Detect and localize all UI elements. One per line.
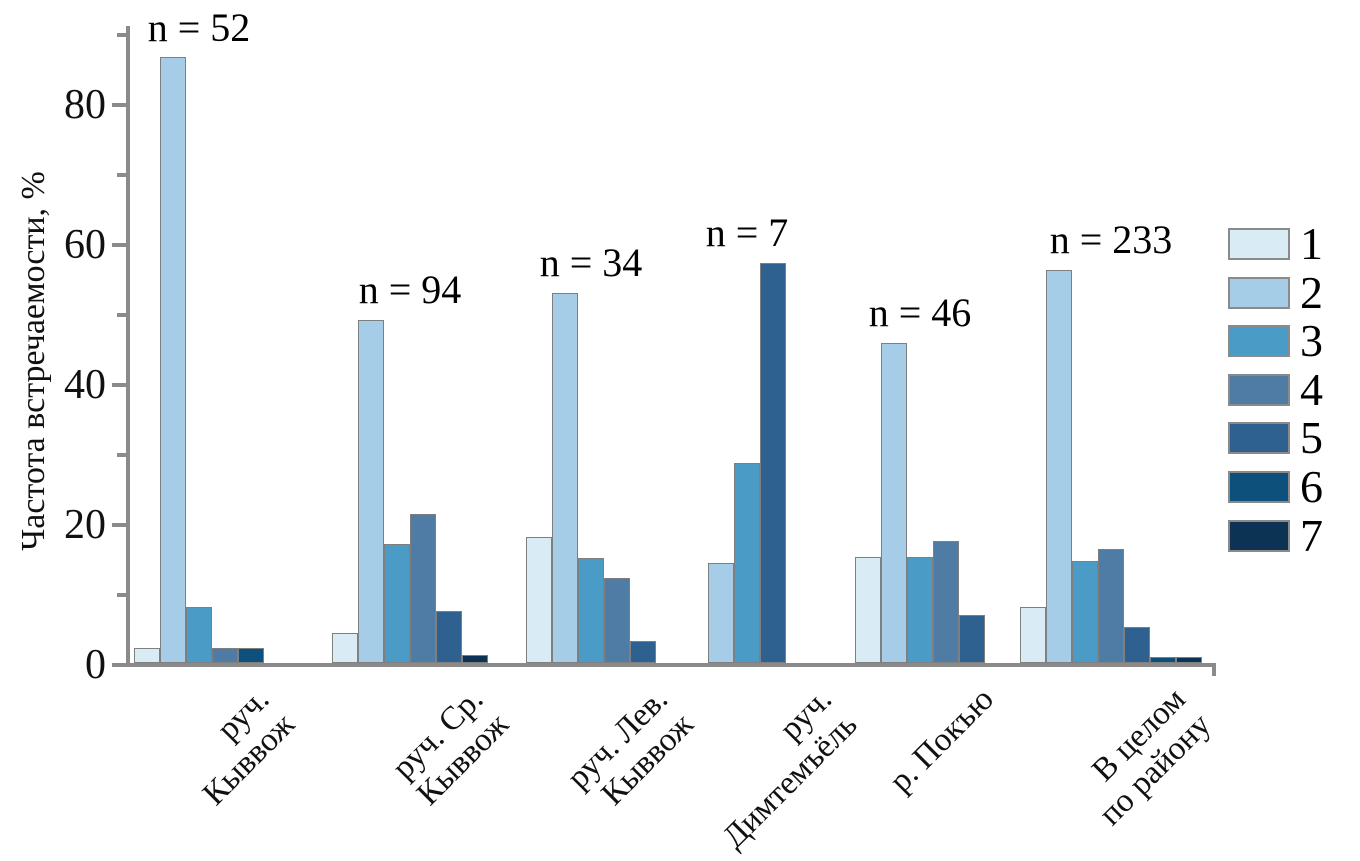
y-axis-line	[126, 26, 130, 667]
y-tick-label: 60	[64, 222, 106, 268]
bar-group2-cat2	[358, 320, 384, 663]
legend-swatch-7	[1228, 519, 1290, 552]
legend-swatch-1	[1228, 228, 1290, 260]
legend-label-2: 2	[1300, 266, 1323, 318]
bar-group2-cat3	[384, 544, 410, 663]
bar-group1-cat4	[212, 648, 238, 663]
n-count-label: n = 94	[358, 267, 462, 312]
legend-label-7: 7	[1300, 509, 1323, 561]
y-tick-minor	[117, 593, 126, 597]
x-axis-category-label: руч. Лев. Кыввож	[560, 681, 701, 822]
bar-group3-cat2	[552, 293, 578, 663]
y-tick-label: 0	[85, 642, 106, 688]
n-count-label: n = 46	[868, 290, 972, 336]
x-axis-end-tick	[1212, 667, 1216, 676]
bar-group5-cat5	[959, 615, 985, 663]
bar-group6-cat2	[1046, 270, 1072, 663]
bar-group3-cat5	[630, 641, 656, 663]
bar-group6-cat6	[1150, 657, 1176, 663]
y-tick-minor	[117, 313, 126, 317]
x-axis-category-label: р. Покъю	[882, 681, 1001, 800]
legend-label-5: 5	[1300, 412, 1323, 464]
bar-group2-cat7	[462, 655, 488, 663]
y-tick-label: 80	[64, 82, 106, 128]
n-count-label: n = 52	[147, 4, 251, 50]
bar-group6-cat1	[1020, 607, 1046, 663]
bar-group4-cat3	[734, 463, 760, 663]
legend-swatch-6	[1228, 471, 1290, 503]
y-tick-minor	[117, 453, 126, 457]
legend-label-3: 3	[1300, 315, 1323, 367]
legend-label-1: 1	[1300, 218, 1323, 269]
x-axis-category-label: руч. Кыввож	[172, 681, 303, 813]
n-count-label: n = 34	[539, 239, 643, 285]
bar-group6-cat4	[1098, 549, 1124, 663]
y-tick-label: 20	[64, 502, 106, 548]
bar-group5-cat3	[907, 557, 933, 663]
legend-swatch-5	[1228, 422, 1290, 455]
bar-group3-cat3	[578, 558, 604, 663]
bar-group3-cat4	[604, 578, 630, 663]
y-axis-title: Частота встречаемости, %	[15, 171, 52, 551]
x-axis-line	[126, 663, 1216, 667]
bar-group6-cat7	[1176, 657, 1202, 663]
bar-group1-cat1	[134, 648, 160, 663]
legend-label-6: 6	[1300, 461, 1323, 512]
bar-group6-cat5	[1124, 627, 1150, 663]
legend-swatch-4	[1228, 373, 1290, 406]
x-axis-category-label: руч. Димтемъёль	[691, 681, 865, 856]
y-tick-major	[112, 103, 126, 107]
bar-group2-cat4	[410, 514, 436, 663]
bar-group5-cat4	[933, 541, 959, 663]
x-axis-category-label: руч. Ср. Кыввож	[386, 681, 517, 813]
bar-group1-cat2	[160, 57, 186, 663]
bar-group1-cat3	[186, 607, 212, 663]
bar-group3-cat1	[526, 537, 552, 663]
bar-group1-cat6	[238, 648, 264, 663]
y-tick-major	[112, 383, 126, 387]
y-tick-minor	[117, 33, 126, 37]
bar-group5-cat2	[881, 343, 907, 663]
bar-group2-cat5	[436, 611, 462, 663]
legend-label-4: 4	[1300, 363, 1323, 415]
bar-group2-cat1	[332, 633, 358, 663]
y-tick-major	[112, 243, 126, 247]
y-tick-minor	[117, 173, 126, 177]
bar-group4-cat5	[760, 263, 786, 663]
legend-swatch-2	[1228, 276, 1290, 309]
bar-group4-cat2	[708, 563, 734, 663]
bar-group5-cat1	[855, 557, 881, 663]
n-count-label: n = 7	[705, 210, 789, 256]
n-count-label: n = 233	[1049, 216, 1173, 262]
y-tick-label: 40	[64, 362, 106, 408]
bar-group6-cat3	[1072, 561, 1098, 663]
legend-swatch-3	[1228, 325, 1290, 358]
x-axis-category-label-line: р. Покъю	[882, 681, 1001, 800]
y-tick-major	[112, 523, 126, 527]
x-axis-category-label: В целом по району	[1068, 681, 1219, 833]
y-tick-major	[112, 663, 126, 667]
